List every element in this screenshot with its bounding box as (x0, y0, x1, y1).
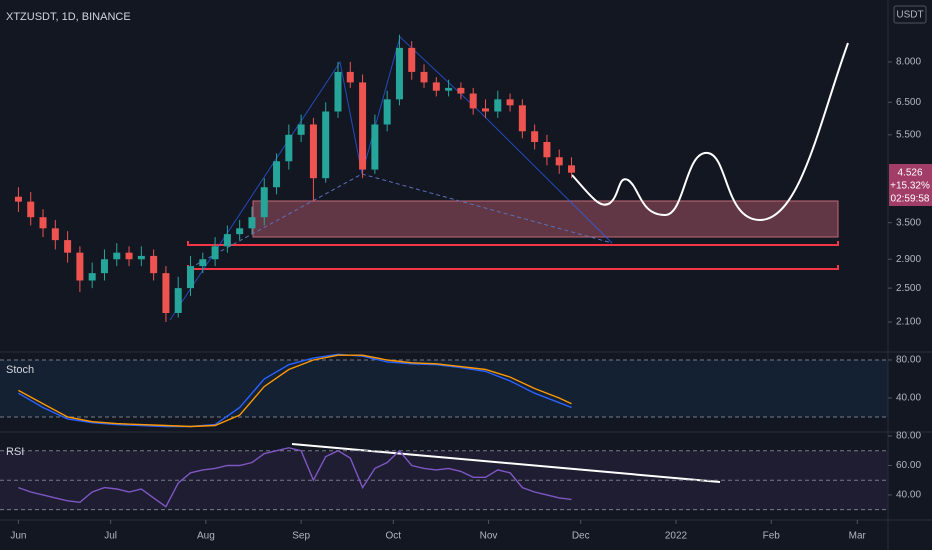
candle-body (285, 134, 293, 162)
price-change: +15.32% (890, 181, 930, 192)
candle-body (162, 273, 170, 313)
pane-title: Stoch (6, 364, 34, 376)
y-tick-label: 5.500 (896, 129, 921, 140)
candle-body (494, 99, 502, 112)
y-tick-label: 40.00 (896, 490, 921, 501)
candle-body (51, 228, 59, 241)
candle-body (334, 71, 342, 112)
x-tick-label: Feb (763, 531, 781, 542)
zigzag (169, 36, 613, 321)
candle-body (371, 124, 379, 170)
candle-body (100, 259, 108, 274)
price-tag (889, 164, 932, 206)
candle-body (531, 131, 539, 142)
x-tick-label: Aug (197, 531, 215, 542)
candle-body (481, 108, 489, 112)
candle-body (199, 259, 207, 267)
y-tick-label: 2.900 (896, 254, 921, 265)
candle-body (14, 196, 22, 202)
candle-body (27, 201, 35, 218)
y-tick-label: 60.00 (896, 460, 921, 471)
x-tick-label: Nov (480, 531, 498, 542)
candle-body (113, 252, 121, 260)
y-tick-label: 2.500 (896, 283, 921, 294)
candle-body (273, 161, 281, 188)
candle-body (223, 234, 231, 247)
dashed-trend (189, 173, 613, 269)
x-tick-label: Dec (572, 531, 590, 542)
candle-body (568, 165, 576, 173)
rsi-trendline (291, 443, 721, 483)
last-price: 4.526 (897, 168, 922, 179)
candle-body (39, 217, 47, 229)
candle-body (322, 111, 330, 179)
currency-box[interactable] (893, 5, 927, 24)
candle-body (88, 273, 96, 281)
candle-body (518, 105, 526, 132)
stoch-band (0, 360, 888, 417)
y-tick-label: 80.00 (896, 431, 921, 442)
candle-body (64, 240, 72, 253)
y-tick-label: 2.100 (896, 317, 921, 328)
x-tick-label: Mar (849, 531, 867, 542)
demand-zone (252, 200, 839, 238)
candle-body (506, 99, 514, 106)
candle-body (125, 252, 133, 260)
candle-body (359, 82, 367, 170)
candle-body (260, 187, 268, 218)
x-tick-label: 2022 (665, 531, 688, 542)
candle-body (187, 266, 195, 289)
candle-body (543, 141, 551, 158)
x-tick-label: Oct (386, 531, 402, 542)
candle-body (174, 288, 182, 313)
y-tick-label: 3.500 (896, 217, 921, 228)
candle-body (248, 217, 256, 229)
candle-body (211, 246, 219, 260)
candle-body (383, 99, 391, 125)
candle-body (309, 124, 317, 179)
candle-body (457, 87, 465, 94)
candle-body (297, 124, 305, 135)
projection-path (571, 42, 849, 222)
y-tick-label: 6.500 (896, 97, 921, 108)
x-tick-label: Sep (292, 531, 310, 542)
candle-body (408, 47, 416, 72)
candle-body (346, 71, 354, 83)
currency[interactable]: USDT (896, 10, 923, 21)
x-tick-label: Jun (10, 531, 26, 542)
indicator-line (18, 447, 572, 508)
symbol-title: XTZUSDT, 1D, BINANCE (6, 11, 131, 23)
bar-countdown: 02:59:58 (891, 194, 930, 205)
indicator-line (18, 354, 572, 428)
candle-body (445, 87, 453, 91)
pane-title: RSI (6, 446, 24, 458)
candle-body (469, 93, 477, 109)
y-tick-label: 80.00 (896, 355, 921, 366)
candle-body (420, 71, 428, 83)
candle-body (555, 157, 563, 166)
marks: 2.100 2.500 2.900 3.500 5.500 6.500 8.000 Jun Ju… (0, 34, 921, 542)
y-tick-label: 40.00 (896, 393, 921, 404)
support-line (187, 241, 839, 246)
y-tick-label: 8.000 (896, 57, 921, 68)
candle-body (137, 255, 145, 260)
candle-body (76, 252, 84, 281)
indicator-line (18, 353, 572, 428)
candle-body (236, 228, 244, 235)
candle-body (395, 47, 403, 100)
x-tick-label: Jul (104, 531, 117, 542)
candle-body (150, 255, 158, 274)
candle-body (432, 82, 440, 91)
